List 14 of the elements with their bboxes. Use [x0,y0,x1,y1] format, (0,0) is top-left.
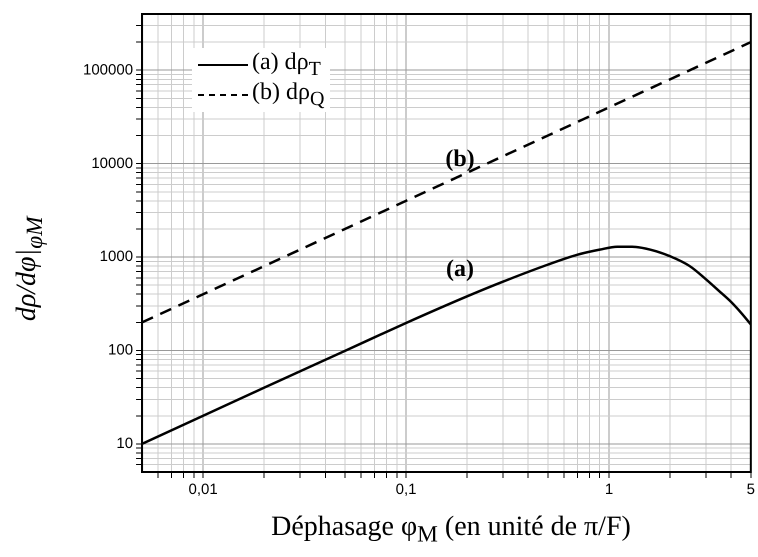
annotation: (b) [445,146,475,172]
y-tick-label: 100 [108,342,134,359]
y-tick-label: 100000 [82,61,134,78]
x-tick-label: 1 [604,481,614,498]
x-tick-label: 0,1 [396,481,416,498]
annotation: (a) [446,256,474,282]
x-tick-label: 5 [746,481,755,498]
y-tick-label: 1000 [100,248,134,266]
x-axis-title: Déphasage φ$_{M}$ (en unité de π/F) [270,511,632,549]
legend-label: (a) dρ$_{T}$ [252,49,321,81]
y-tick-label: 10000 [91,154,134,172]
legend-label: (b) dρ$_{Q}$ [252,79,324,111]
x-tick-label: 0,01 [188,481,218,498]
y-tick-label: 10 [116,435,134,452]
